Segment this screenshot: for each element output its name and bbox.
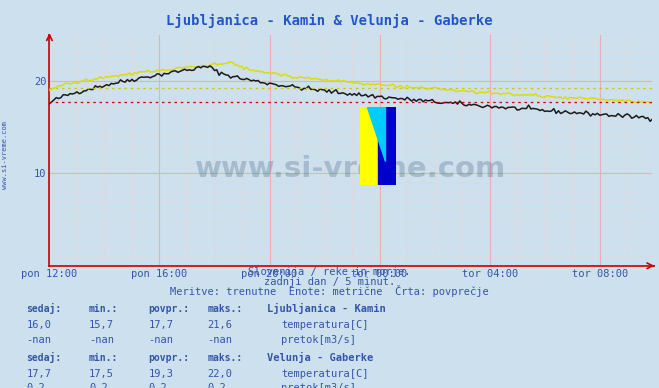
Text: temperatura[C]: temperatura[C] bbox=[281, 369, 369, 379]
Text: zadnji dan / 5 minut.: zadnji dan / 5 minut. bbox=[264, 277, 395, 287]
Text: www.si-vreme.com: www.si-vreme.com bbox=[2, 121, 9, 189]
Text: 22,0: 22,0 bbox=[208, 369, 233, 379]
Text: 0,2: 0,2 bbox=[89, 383, 107, 388]
Text: 17,7: 17,7 bbox=[26, 369, 51, 379]
Text: 17,7: 17,7 bbox=[148, 320, 173, 330]
Bar bbox=[378, 107, 396, 185]
Text: -nan: -nan bbox=[89, 334, 114, 345]
Text: -nan: -nan bbox=[26, 334, 51, 345]
Text: 21,6: 21,6 bbox=[208, 320, 233, 330]
Text: povpr.:: povpr.: bbox=[148, 353, 189, 363]
Text: Velunja - Gaberke: Velunja - Gaberke bbox=[267, 352, 373, 363]
Text: povpr.:: povpr.: bbox=[148, 304, 189, 314]
Text: 0,2: 0,2 bbox=[208, 383, 226, 388]
Text: pretok[m3/s]: pretok[m3/s] bbox=[281, 383, 357, 388]
Text: maks.:: maks.: bbox=[208, 353, 243, 363]
Text: Ljubljanica - Kamin: Ljubljanica - Kamin bbox=[267, 303, 386, 314]
Text: -nan: -nan bbox=[148, 334, 173, 345]
Text: min.:: min.: bbox=[89, 353, 119, 363]
Text: -nan: -nan bbox=[208, 334, 233, 345]
Text: temperatura[C]: temperatura[C] bbox=[281, 320, 369, 330]
Text: sedaj:: sedaj: bbox=[26, 352, 61, 363]
Text: 15,7: 15,7 bbox=[89, 320, 114, 330]
Text: Ljubljanica - Kamin & Velunja - Gaberke: Ljubljanica - Kamin & Velunja - Gaberke bbox=[166, 14, 493, 28]
Text: min.:: min.: bbox=[89, 304, 119, 314]
Text: 0,2: 0,2 bbox=[148, 383, 167, 388]
Polygon shape bbox=[367, 107, 386, 161]
Text: sedaj:: sedaj: bbox=[26, 303, 61, 314]
Text: 16,0: 16,0 bbox=[26, 320, 51, 330]
Text: 19,3: 19,3 bbox=[148, 369, 173, 379]
Text: 17,5: 17,5 bbox=[89, 369, 114, 379]
Text: www.si-vreme.com: www.si-vreme.com bbox=[195, 155, 507, 183]
Text: 0,2: 0,2 bbox=[26, 383, 45, 388]
Text: Slovenija / reke in morje.: Slovenija / reke in morje. bbox=[248, 267, 411, 277]
Text: maks.:: maks.: bbox=[208, 304, 243, 314]
Bar bbox=[360, 107, 378, 185]
Text: pretok[m3/s]: pretok[m3/s] bbox=[281, 334, 357, 345]
Text: Meritve: trenutne  Enote: metrične  Črta: povprečje: Meritve: trenutne Enote: metrične Črta: … bbox=[170, 285, 489, 297]
